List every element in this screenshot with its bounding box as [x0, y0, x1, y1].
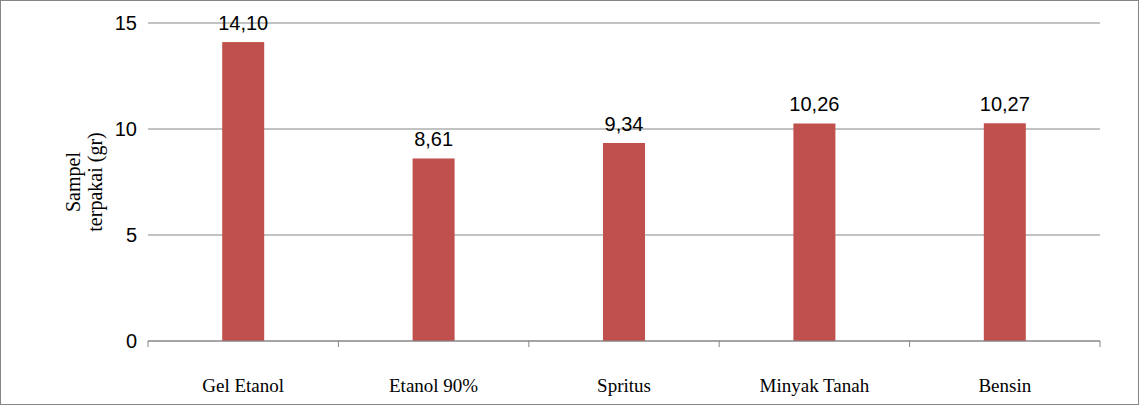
x-axis-line	[148, 341, 1100, 342]
x-tick-label: Bensin	[978, 375, 1031, 396]
bars	[222, 42, 1026, 341]
x-tick-label: Gel Etanol	[202, 375, 284, 396]
y-tick-label: 15	[115, 12, 137, 34]
data-label: 8,61	[414, 128, 453, 150]
bar	[222, 42, 264, 341]
bar	[984, 123, 1026, 341]
grid-line	[148, 23, 1100, 24]
data-label: 14,10	[218, 12, 268, 34]
y-tick-label: 0	[126, 330, 137, 352]
x-tick-label: Minyak Tanah	[760, 375, 870, 396]
y-tick-label: 10	[115, 118, 137, 140]
data-label: 10,27	[980, 93, 1030, 115]
data-label: 10,26	[789, 93, 839, 115]
x-tick	[1100, 341, 1101, 347]
bar	[793, 123, 835, 341]
grid-line	[148, 341, 1100, 342]
x-tick	[909, 341, 910, 347]
x-tick	[338, 341, 339, 347]
bar	[413, 158, 455, 341]
data-label: 9,34	[605, 113, 644, 135]
chart-svg: 0 5 10 15 Sampelterpakai (gr) Gel Etanol Etano…	[0, 0, 1140, 406]
chart-container: 0 5 10 15 Sampelterpakai (gr) Gel Etanol Etano…	[0, 0, 1140, 406]
x-tick	[148, 341, 149, 347]
x-tick-label: Spritus	[597, 375, 651, 396]
x-tick	[528, 341, 529, 347]
chart-frame	[1, 1, 1139, 405]
y-tick-label: 5	[126, 224, 137, 246]
y-axis-label: Sampelterpakai (gr)	[62, 132, 107, 231]
x-tick-label: Etanol 90%	[389, 375, 478, 396]
bar	[603, 143, 645, 341]
x-tick	[719, 341, 720, 347]
